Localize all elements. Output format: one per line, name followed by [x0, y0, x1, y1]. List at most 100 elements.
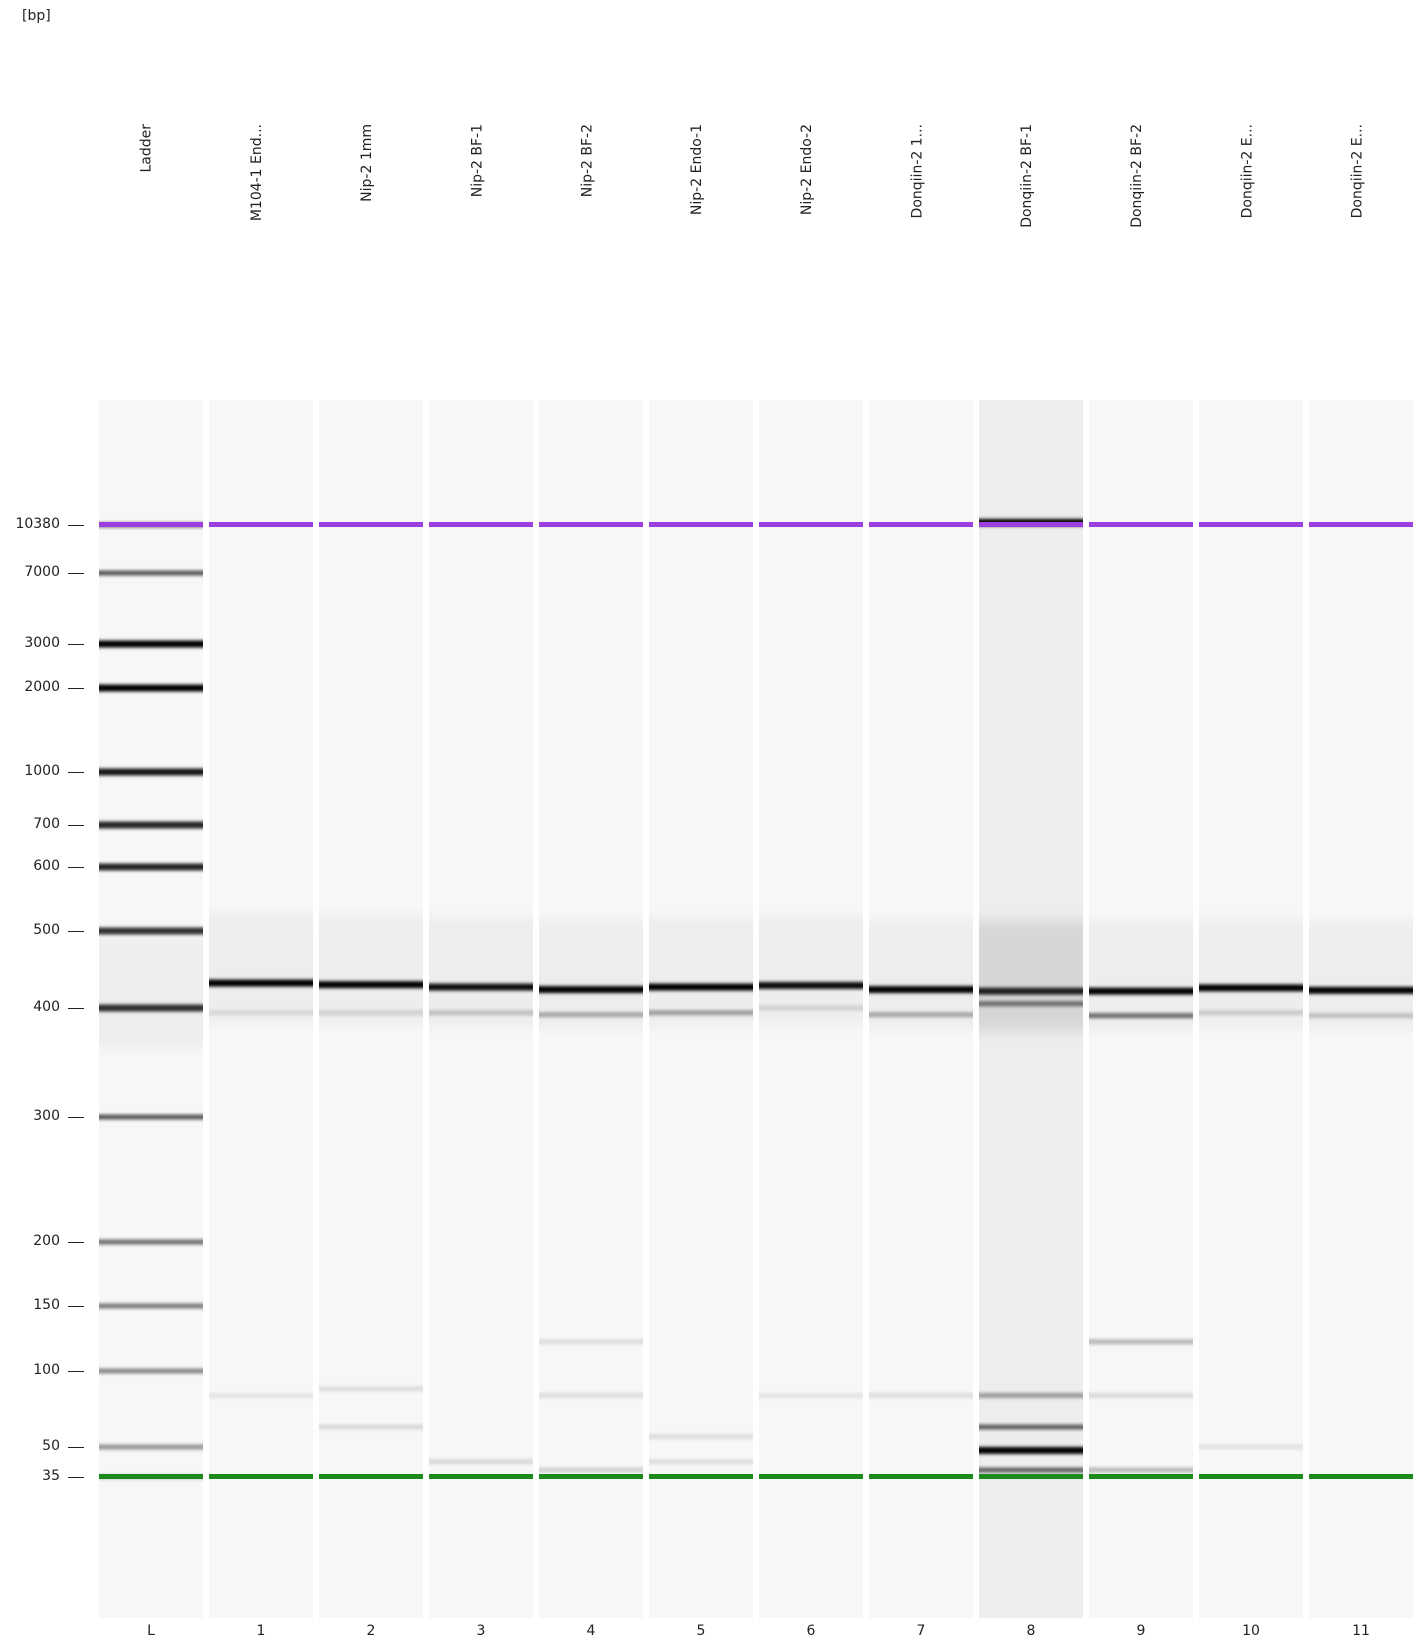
lane-name-11: Donqiin-2 E...: [1341, 6, 1365, 218]
band-lane-4-422bp: [539, 986, 643, 994]
band-lane-2-428bp: [319, 981, 423, 989]
band-lane-4-120bp: [539, 1339, 643, 1345]
upper-marker-lane-11: [1309, 522, 1413, 527]
y-tick-label-35: 35: [42, 1468, 60, 1484]
band-lane-2-85bp: [319, 1386, 423, 1392]
lane-name-9: Donqiin-2 BF-2: [1121, 6, 1145, 228]
upper-marker-lane-1: [209, 522, 313, 527]
y-tick-mark-1000: [68, 772, 84, 773]
upper-marker-lane-7: [869, 522, 973, 527]
band-lane-L-100bp: [99, 1368, 203, 1374]
band-lane-2-60bp: [319, 1424, 423, 1430]
upper-marker-lane-3: [429, 522, 533, 527]
y-tick-label-1000: 1000: [24, 763, 60, 779]
lane-name-text: Donqiin-2 BF-1: [1019, 124, 1035, 228]
lane-7: [869, 400, 973, 1618]
band-lane-9-38bp: [1089, 1467, 1193, 1473]
y-tick-mark-50: [68, 1447, 84, 1448]
lane-name-text: Nip-2 Endo-1: [689, 124, 705, 216]
band-lane-8-80bp: [979, 1392, 1083, 1398]
lane-id-5: 5: [696, 1623, 706, 1639]
band-lane-10-50bp: [1199, 1444, 1303, 1450]
band-lane-6-80bp: [759, 1392, 863, 1398]
lane-name-8: Donqiin-2 BF-1: [1011, 6, 1035, 228]
lane-id-7: 7: [916, 1623, 926, 1639]
y-tick-label-500: 500: [33, 922, 60, 938]
lane-id-2: 2: [366, 1623, 376, 1639]
y-tick-label-400: 400: [33, 999, 60, 1015]
y-tick-label-200: 200: [33, 1233, 60, 1249]
lane-name-text: Nip-2 BF-2: [579, 124, 595, 198]
smear-lane-L: [99, 938, 203, 1048]
band-lane-9-80bp: [1089, 1392, 1193, 1398]
y-tick-mark-7000: [68, 573, 84, 574]
y-tick-label-2000: 2000: [24, 679, 60, 695]
lane-3: [429, 400, 533, 1618]
y-tick-mark-700: [68, 825, 84, 826]
band-lane-1-80bp: [209, 1392, 313, 1398]
smear-lane-2: [319, 915, 423, 1025]
smear-lane-8: [979, 921, 1083, 1032]
lane-name-text: Donqiin-2 1...: [909, 124, 925, 219]
band-lane-9-120bp: [1089, 1339, 1193, 1345]
band-lane-6-400bp: [759, 1005, 863, 1011]
lane-name-text: Nip-2 1mm: [359, 124, 375, 202]
band-lane-5-395bp: [649, 1010, 753, 1016]
band-lane-9-392bp: [1089, 1013, 1193, 1019]
y-tick-label-700: 700: [33, 816, 60, 832]
lane-name-text: Donqiin-2 E...: [1239, 124, 1255, 219]
y-tick-mark-150: [68, 1306, 84, 1307]
lower-marker-lane-6: [759, 1474, 863, 1479]
lane-1: [209, 400, 313, 1618]
y-tick-mark-35: [68, 1477, 84, 1478]
lane-name-2: Nip-2 1mm: [351, 6, 375, 202]
upper-marker-lane-10: [1199, 522, 1303, 527]
y-tick-label-300: 300: [33, 1108, 60, 1124]
lane-name-6: Nip-2 Endo-2: [791, 6, 815, 215]
lane-id-L: L: [147, 1623, 155, 1639]
upper-marker-lane-2: [319, 522, 423, 527]
lower-marker-lane-10: [1199, 1474, 1303, 1479]
lane-10: [1199, 400, 1303, 1618]
band-lane-3-395bp: [429, 1010, 533, 1016]
lane-id-4: 4: [586, 1623, 596, 1639]
upper-marker-lane-9: [1089, 522, 1193, 527]
band-lane-8-38bp: [979, 1467, 1083, 1473]
band-lane-8-60bp: [979, 1424, 1083, 1430]
lane-id-1: 1: [256, 1623, 266, 1639]
lane-4: [539, 400, 643, 1618]
y-tick-label-100: 100: [33, 1362, 60, 1378]
y-tick-mark-600: [68, 867, 84, 868]
y-tick-label-10380: 10380: [15, 516, 60, 532]
lane-name-10: Donqiin-2 E...: [1231, 6, 1255, 218]
lane-name-L: Ladder: [131, 6, 155, 173]
band-lane-6-427bp: [759, 981, 863, 989]
lane-2: [319, 400, 423, 1618]
band-lane-L-300bp: [99, 1114, 203, 1120]
upper-marker-lane-L: [99, 522, 203, 527]
band-lane-L-200bp: [99, 1239, 203, 1245]
y-tick-label-7000: 7000: [24, 564, 60, 580]
lane-id-3: 3: [476, 1623, 486, 1639]
upper-marker-lane-6: [759, 522, 863, 527]
y-tick-mark-400: [68, 1008, 84, 1009]
y-tick-mark-10380: [68, 525, 84, 526]
unit-label: [bp]: [22, 8, 51, 24]
lower-marker-lane-5: [649, 1474, 753, 1479]
band-lane-10-395bp: [1199, 1010, 1303, 1016]
smear-lane-1: [209, 913, 313, 1023]
lane-name-text: Donqiin-2 BF-2: [1129, 124, 1145, 228]
y-tick-mark-500: [68, 931, 84, 932]
band-lane-5-42bp: [649, 1459, 753, 1465]
y-tick-mark-200: [68, 1242, 84, 1243]
lane-name-text: Ladder: [139, 124, 155, 173]
lower-marker-lane-2: [319, 1474, 423, 1479]
band-lane-7-422bp: [869, 986, 973, 994]
y-tick-label-3000: 3000: [24, 635, 60, 651]
band-lane-L-150bp: [99, 1303, 203, 1309]
upper-marker-lane-8: [979, 522, 1083, 527]
y-tick-label-600: 600: [33, 858, 60, 874]
band-lane-3-42bp: [429, 1459, 533, 1465]
band-lane-9-420bp: [1089, 987, 1193, 995]
band-lane-1-395bp: [209, 1010, 313, 1016]
